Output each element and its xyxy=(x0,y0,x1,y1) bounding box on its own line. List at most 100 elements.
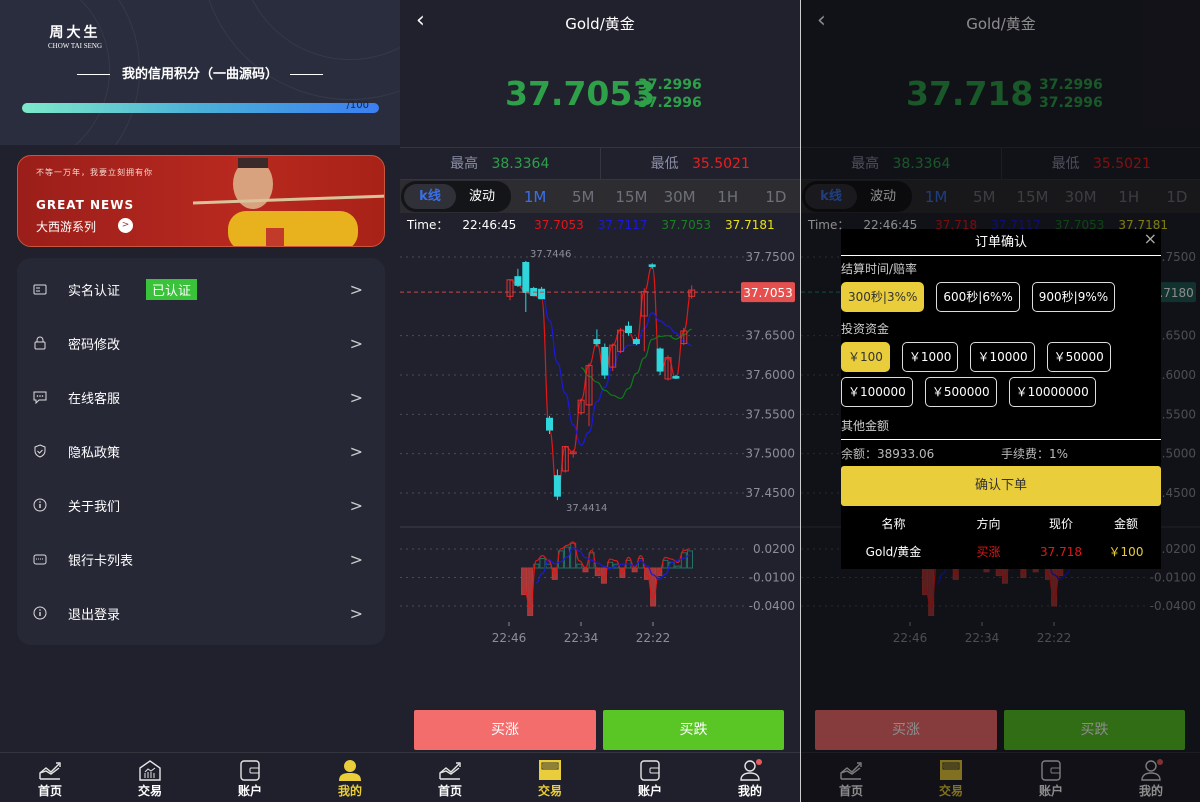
buy-down-button[interactable]: 买跌 xyxy=(603,710,784,750)
amount-option[interactable]: ￥10000 xyxy=(970,342,1035,372)
tab-1d[interactable]: 1D xyxy=(1166,187,1188,206)
back-button[interactable]: ‹ xyxy=(817,8,826,33)
back-button[interactable]: ‹ xyxy=(416,8,425,33)
time-tick-label: 22:22 xyxy=(636,631,671,645)
macd-tick-label: -0.0100 xyxy=(749,571,795,585)
nav-label: 交易 xyxy=(537,784,562,798)
tab-5m[interactable]: 5M xyxy=(572,187,595,206)
current-price: 37.718 xyxy=(906,74,1034,113)
menu-item-label: 实名认证 xyxy=(68,283,121,299)
nav-item-bank[interactable]: 交易 xyxy=(500,753,600,802)
profile-screen: 周大生 CHOW TAI SENG 我的信用积分（一曲源码） /100 不等一万年… xyxy=(0,0,400,802)
nav-item-wallet[interactable]: 账户 xyxy=(200,753,300,802)
nav-item-bank[interactable]: 交易 xyxy=(100,753,200,802)
nav-item-trend-chart[interactable]: 首页 xyxy=(801,753,901,802)
menu-item-0[interactable]: 实名认证 已认证 > xyxy=(17,262,385,316)
macd-bar xyxy=(576,563,583,569)
buy-up-button[interactable]: 买涨 xyxy=(414,710,596,750)
macd-tick-label: -0.0100 xyxy=(1150,571,1196,585)
other-amount-input[interactable]: 其他金额 xyxy=(841,407,1161,440)
candle-body xyxy=(577,399,585,414)
buy-down-button[interactable]: 买跌 xyxy=(1004,710,1185,750)
nav-item-trend-chart[interactable]: 首页 xyxy=(0,753,100,802)
time-tick-label: 22:46 xyxy=(893,631,928,645)
amount-options: ￥100 ￥1000 ￥10000 ￥50000 ￥100000 ￥500000 ￥1000… xyxy=(841,337,1161,407)
chevron-right-icon: > xyxy=(349,549,363,569)
tab-wave[interactable]: 波动 xyxy=(869,189,896,204)
high-low-row: 最高 38.3364 最低 35.5021 xyxy=(400,147,800,180)
timeframe-tabs: k线 波动 1M 5M 15M 30M 1H 1D xyxy=(801,180,1200,213)
order-summary-table: 名称 方向 现价 金额 Gold/黄金 买涨 37.718 ￥100 xyxy=(841,510,1161,566)
amount-option[interactable]: ￥500000 xyxy=(924,377,997,407)
table-header: 名称 xyxy=(881,517,906,531)
bottom-nav: 首页 交易 账户 我的 xyxy=(400,752,800,802)
candle-body xyxy=(632,339,640,345)
tab-30m[interactable]: 30M xyxy=(663,187,696,206)
chevron-right-icon: > xyxy=(349,333,363,353)
ma-readout: Time： 22:46:45 37.7053 37.7117 37.7053 37.71… xyxy=(407,218,775,232)
close-icon[interactable]: × xyxy=(1143,229,1157,248)
macd-bar xyxy=(674,565,681,569)
nav-label: 交易 xyxy=(137,784,162,798)
candle-body xyxy=(672,376,680,379)
kline-chart[interactable]: 37.7500 37.6500 37.6000 37.5500 37.5000 37.45… xyxy=(400,213,800,653)
candle-body xyxy=(688,289,696,297)
promo-banner[interactable]: 不等一万年，我要立刻拥有你 GREAT NEWS 大西游系列 > xyxy=(17,155,385,247)
chat-icon xyxy=(33,391,47,404)
amount-option[interactable]: ￥100 xyxy=(841,342,890,372)
confirm-order-button[interactable]: 确认下单 xyxy=(841,466,1161,506)
amount-option[interactable]: ￥10000000 xyxy=(1008,377,1096,407)
settle-option[interactable]: 300秒|3%% xyxy=(841,282,925,312)
macd-bar xyxy=(551,567,558,580)
amount-option[interactable]: ￥50000 xyxy=(1046,342,1111,372)
nav-item-bank[interactable]: 交易 xyxy=(901,753,1001,802)
settle-option[interactable]: 600秒|6%% xyxy=(936,282,1020,312)
amount-option[interactable]: ￥100000 xyxy=(841,377,913,407)
menu-item-6[interactable]: 退出登录 > xyxy=(17,586,385,640)
tab-5m[interactable]: 5M xyxy=(973,187,996,206)
menu-item-3[interactable]: 隐私政策 > xyxy=(17,424,385,478)
candle-body xyxy=(617,329,625,352)
tab-kline[interactable]: k线 xyxy=(805,184,857,209)
wallet-icon xyxy=(640,760,660,781)
tab-1h[interactable]: 1H xyxy=(717,187,739,206)
macd-bar xyxy=(687,550,693,569)
nav-label: 我的 xyxy=(1138,784,1163,798)
amount-option[interactable]: ￥1000 xyxy=(901,342,959,372)
banner-go-button[interactable]: > xyxy=(118,218,133,233)
low-stat: 最低 35.5021 xyxy=(1051,156,1151,172)
tab-1h[interactable]: 1H xyxy=(1118,187,1140,206)
macd-bar xyxy=(539,558,546,569)
tab-kline[interactable]: k线 xyxy=(404,184,456,209)
menu-item-4[interactable]: 关于我们 > xyxy=(17,478,385,532)
nav-item-wallet[interactable]: 账户 xyxy=(1001,753,1101,802)
order-confirm-dialog: 订单确认 × 结算时间/赔率 300秒|3%% 600秒|6%% 900秒|9%% 投… xyxy=(841,229,1161,569)
settle-option[interactable]: 900秒|9%% xyxy=(1031,282,1116,312)
order-amount: ￥100 xyxy=(1108,545,1144,559)
buy-up-button[interactable]: 买涨 xyxy=(815,710,997,750)
trade-header: ‹ Gold/黄金 37.7053 37.2996 37.2996 xyxy=(400,0,800,147)
nav-item-user[interactable]: 我的 xyxy=(700,753,800,802)
tab-1m[interactable]: 1M xyxy=(523,187,547,206)
tab-1d[interactable]: 1D xyxy=(765,187,787,206)
tab-15m[interactable]: 15M xyxy=(1016,187,1049,206)
menu-item-2[interactable]: 在线客服 > xyxy=(17,370,385,424)
menu-item-label: 在线客服 xyxy=(68,391,121,407)
nav-item-wallet[interactable]: 账户 xyxy=(600,753,700,802)
nav-item-user[interactable]: 我的 xyxy=(1101,753,1200,802)
nav-label: 交易 xyxy=(938,784,963,798)
tab-30m[interactable]: 30M xyxy=(1064,187,1097,206)
invest-label: 投资资金 xyxy=(841,322,890,336)
current-price: 37.7053 xyxy=(505,74,656,113)
tab-1m[interactable]: 1M xyxy=(924,187,948,206)
nav-item-trend-chart[interactable]: 首页 xyxy=(400,753,500,802)
nav-label: 账户 xyxy=(637,784,662,798)
tab-wave[interactable]: 波动 xyxy=(468,189,495,204)
price-tick-label: 37.5500 xyxy=(745,407,795,421)
menu-item-1[interactable]: 密码修改 > xyxy=(17,316,385,370)
menu-item-5[interactable]: 银行卡列表 > xyxy=(17,532,385,586)
nav-item-user[interactable]: 我的 xyxy=(300,753,400,802)
tab-15m[interactable]: 15M xyxy=(615,187,648,206)
candle-body xyxy=(561,446,569,472)
macd-bar xyxy=(656,567,663,577)
